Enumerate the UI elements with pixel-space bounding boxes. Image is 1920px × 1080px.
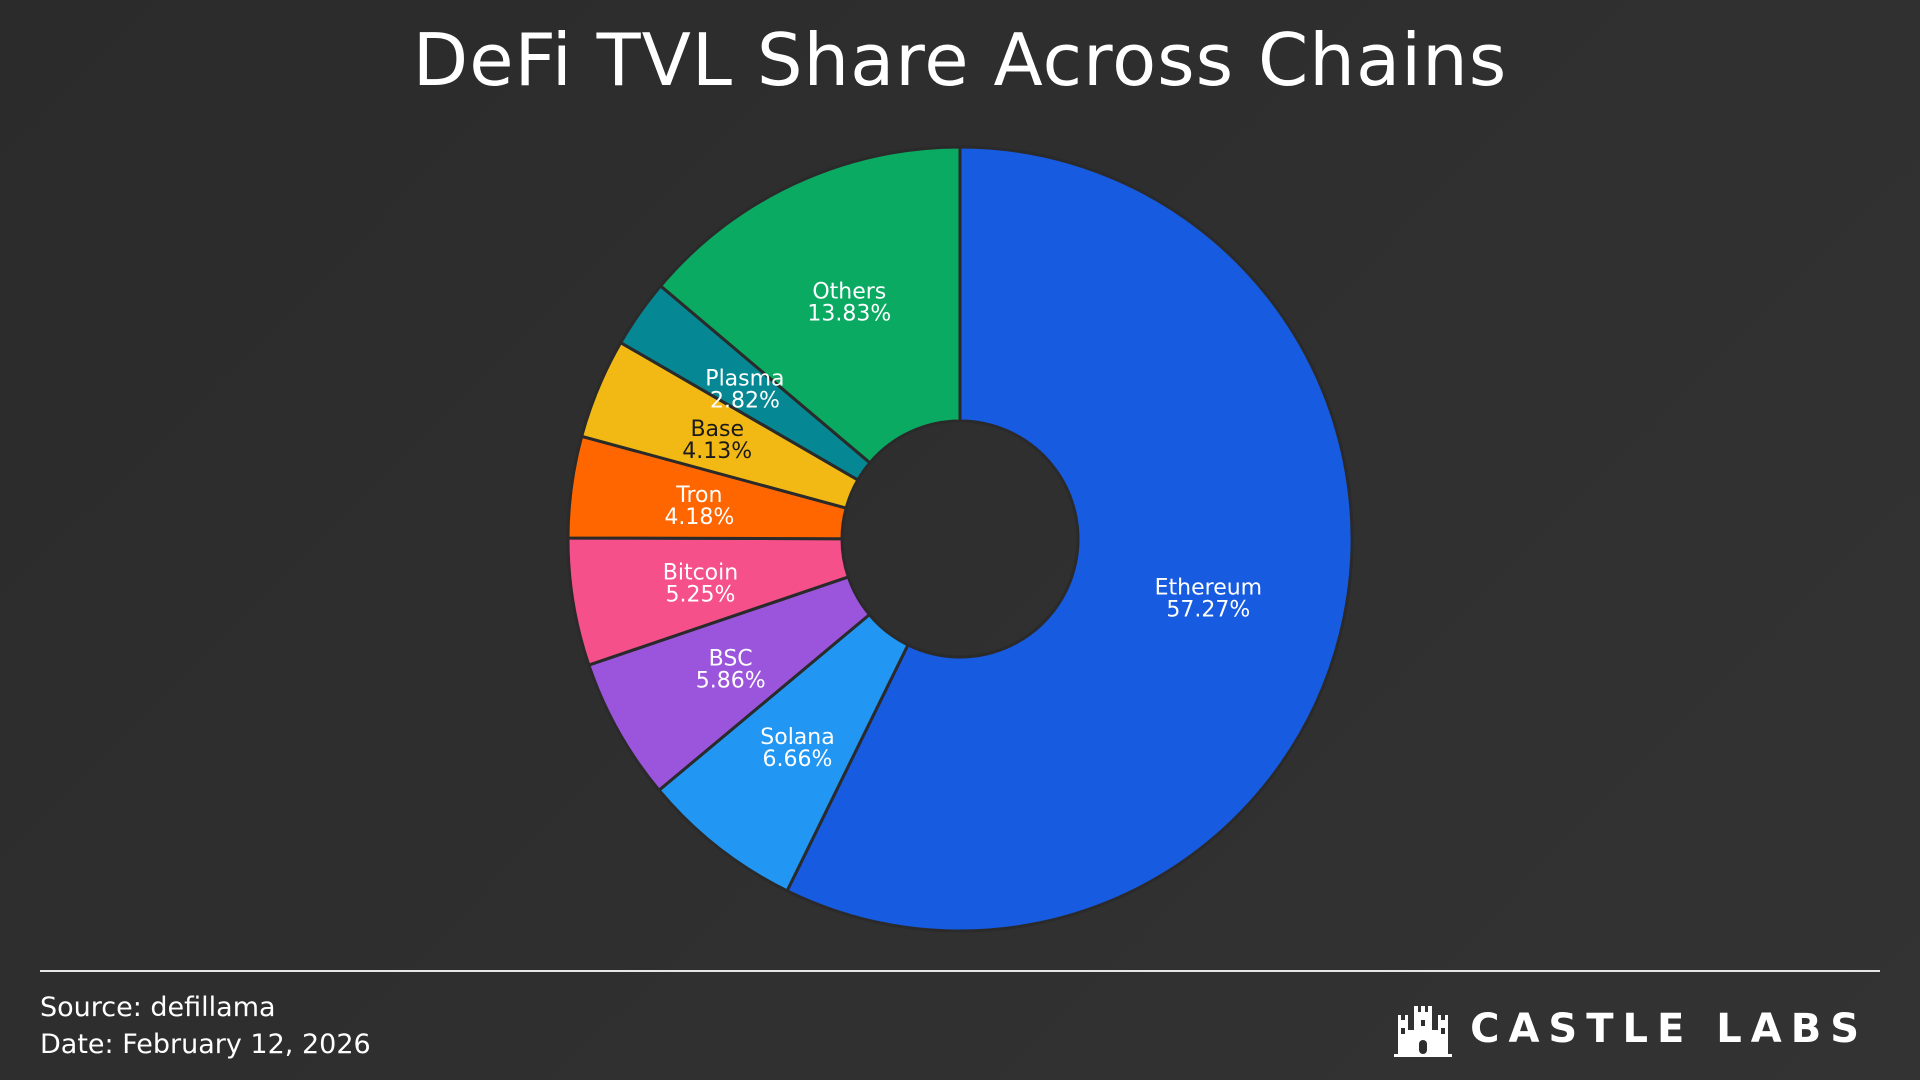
slice-value-bsc: 5.86% xyxy=(696,669,766,694)
slice-ethereum xyxy=(785,145,1354,933)
slice-label-others: Others xyxy=(812,279,886,304)
slice-label-ethereum: Ethereum xyxy=(1155,576,1262,601)
slice-value-plasma: 2.82% xyxy=(710,389,780,414)
slices-group xyxy=(566,145,1354,933)
slice-label-tron: Tron xyxy=(675,483,722,508)
slice-label-base: Base xyxy=(690,417,744,442)
brand-name: CASTLE LABS xyxy=(1470,1006,1868,1052)
slice-value-others: 13.83% xyxy=(807,301,891,326)
chart-title: DeFi TVL Share Across Chains xyxy=(412,18,1508,102)
slice-others xyxy=(658,145,962,465)
slice-value-solana: 6.66% xyxy=(763,747,833,772)
slice-value-tron: 4.18% xyxy=(664,505,734,530)
slice-value-base: 4.13% xyxy=(682,439,752,464)
slice-label-plasma: Plasma xyxy=(705,367,784,392)
slice-value-ethereum: 57.27% xyxy=(1166,598,1250,623)
brand-logo: CASTLE LABS xyxy=(1394,1000,1868,1058)
source-note: Source: defillama xyxy=(40,992,276,1023)
slice-label-bitcoin: Bitcoin xyxy=(663,561,738,586)
slice-label-bsc: BSC xyxy=(709,647,753,672)
slice-label-solana: Solana xyxy=(760,725,834,750)
footer-divider xyxy=(40,970,1880,972)
slice-value-bitcoin: 5.25% xyxy=(666,583,736,608)
date-note: Date: February 12, 2026 xyxy=(40,1029,371,1060)
castle-icon xyxy=(1394,1006,1453,1057)
